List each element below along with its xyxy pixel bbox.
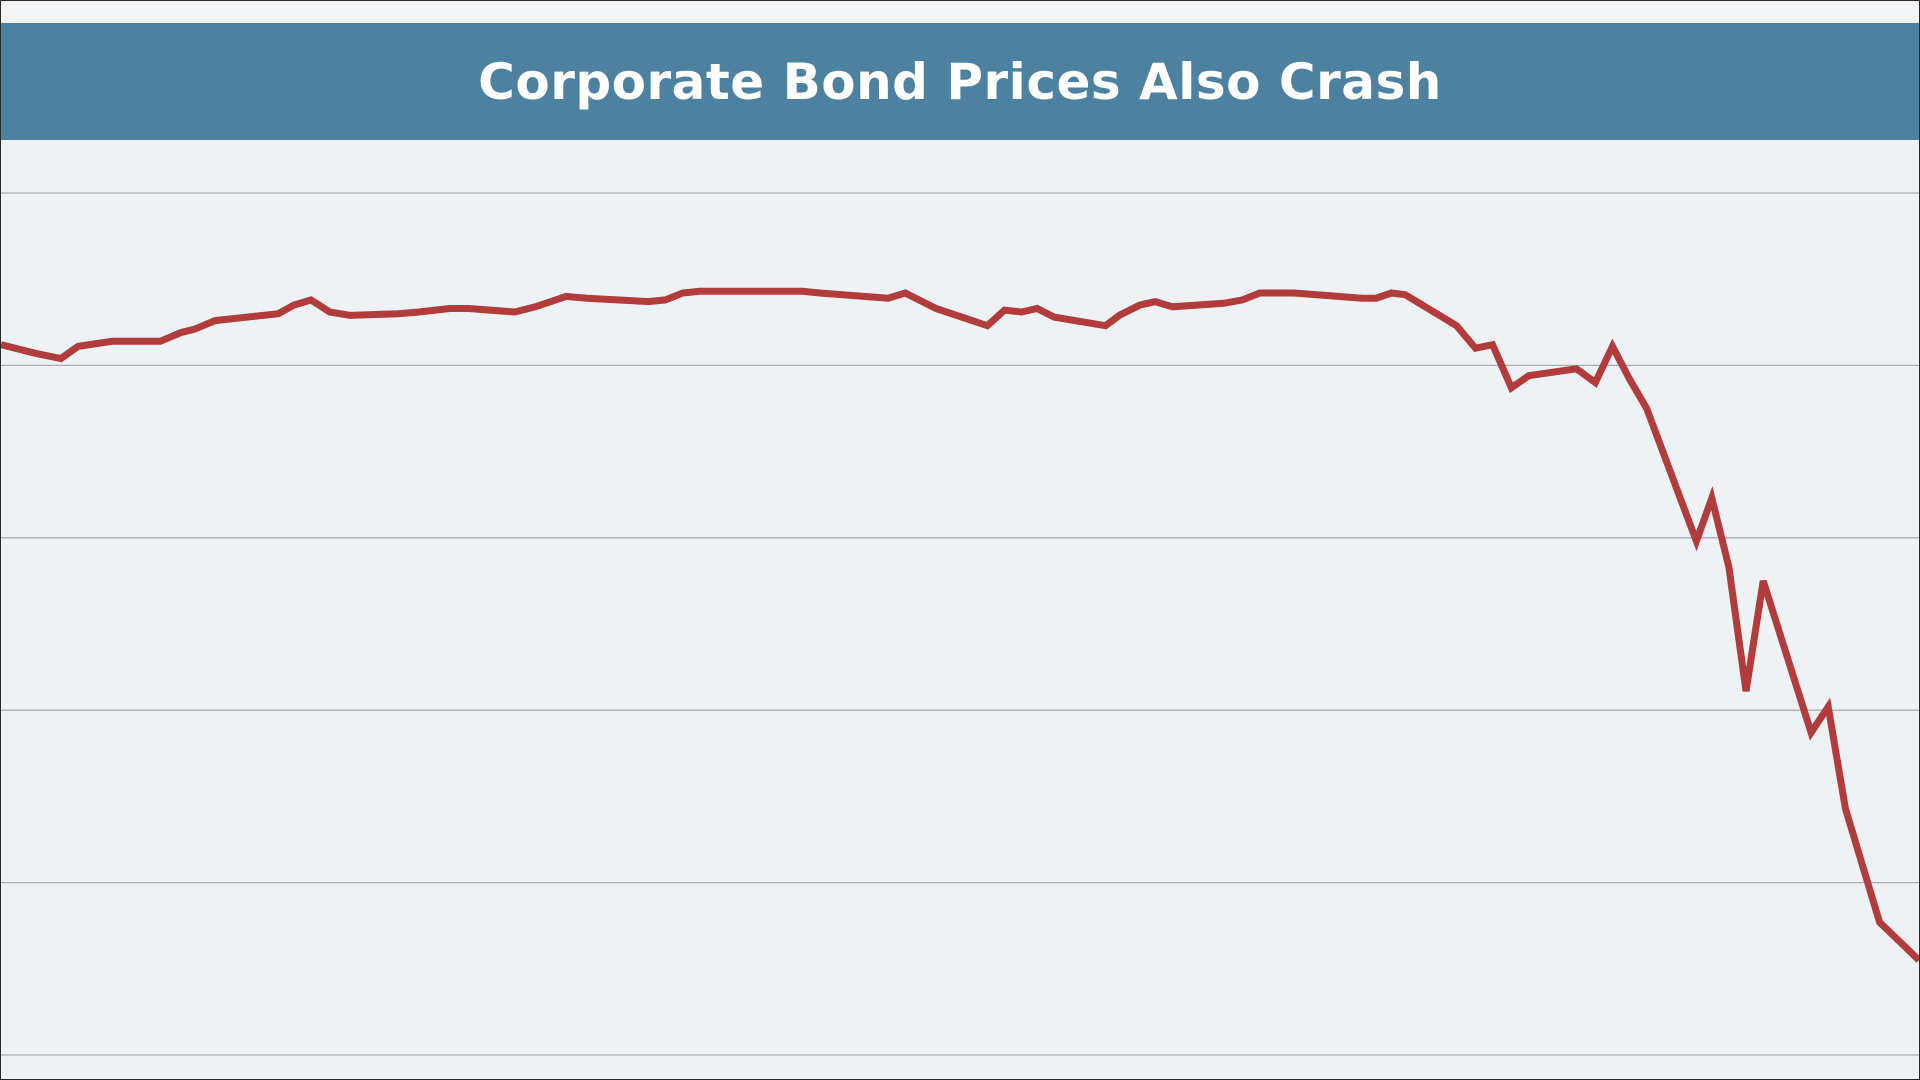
title-bar: Corporate Bond Prices Also Crash xyxy=(1,23,1919,140)
line-chart xyxy=(1,192,1919,1056)
chart-area xyxy=(1,140,1919,1079)
series-line-0 xyxy=(1,287,1919,963)
chart-title: Corporate Bond Prices Also Crash xyxy=(478,52,1442,111)
top-strip xyxy=(1,1,1919,23)
